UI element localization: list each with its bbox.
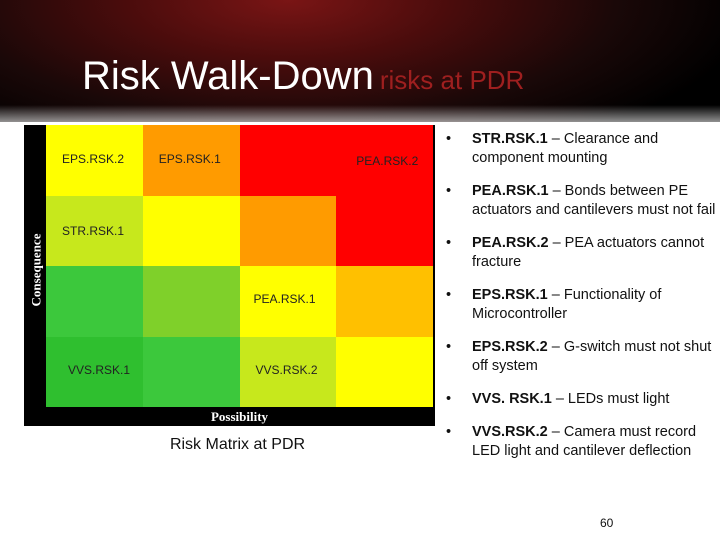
bullet-icon: • bbox=[446, 131, 452, 147]
bullet-icon: • bbox=[446, 287, 452, 303]
slide-title-sub: risks at PDR bbox=[379, 65, 525, 95]
matrix-cell bbox=[336, 195, 433, 266]
risk-label: VVS.RSK.1 bbox=[68, 362, 131, 377]
consequence-axis-label: Consequence bbox=[28, 233, 44, 307]
bullet-icon: • bbox=[446, 183, 452, 199]
matrix-cell bbox=[142, 195, 240, 266]
risk-description: – LEDs must light bbox=[555, 391, 670, 407]
risk-list-item: • PEA.RSK.1 – Bonds between PE actuators… bbox=[446, 182, 716, 220]
matrix-cell: EPS.RSK.1 bbox=[142, 125, 240, 196]
risk-id: STR.RSK.1 bbox=[472, 131, 548, 147]
bullet-icon: • bbox=[446, 424, 452, 440]
bullet-icon: • bbox=[446, 235, 452, 251]
risk-label: EPS.RSK.1 bbox=[158, 152, 221, 166]
risk-label: PEA.RSK.2 bbox=[356, 154, 419, 168]
risk-id: PEA.RSK.1 bbox=[472, 183, 549, 199]
risk-description: – Clearance and component mounting bbox=[472, 131, 659, 166]
risk-list-item: • VVS.RSK.2 – Camera must record LED lig… bbox=[446, 423, 716, 461]
risk-label: STR.RSK.1 bbox=[62, 223, 125, 238]
matrix-cell: VVS.RSK.1 bbox=[46, 336, 143, 407]
bullet-icon: • bbox=[446, 391, 452, 407]
matrix-cell: PEA.RSK.1 bbox=[239, 266, 337, 337]
matrix-cell bbox=[336, 336, 433, 407]
matrix-cell bbox=[46, 266, 143, 337]
risk-id: PEA.RSK.2 bbox=[472, 235, 549, 251]
possibility-axis-label: Possibility bbox=[210, 408, 269, 424]
matrix-cell: PEA.RSK.2 bbox=[336, 125, 433, 196]
page-number: 60 bbox=[600, 516, 614, 530]
risk-list-item: • VVS. RSK.1 – LEDs must light bbox=[446, 390, 716, 409]
risk-list-item: • EPS.RSK.1 – Functionality of Microcont… bbox=[446, 286, 716, 324]
matrix-cell bbox=[142, 266, 240, 337]
bullet-icon: • bbox=[446, 339, 452, 355]
matrix-caption: Risk Matrix at PDR bbox=[169, 436, 306, 453]
risk-label: PEA.RSK.1 bbox=[253, 292, 316, 306]
risk-description: – Bonds between PE actuators and cantile… bbox=[472, 183, 716, 218]
matrix-cell: VVS.RSK.2 bbox=[239, 336, 337, 407]
risk-description: – Functionality of Microcontroller bbox=[472, 287, 662, 322]
matrix-cell bbox=[239, 125, 337, 196]
risk-label: EPS.RSK.2 bbox=[62, 152, 125, 166]
risk-list-item: • PEA.RSK.2 – PEA actuators cannot fract… bbox=[446, 234, 716, 272]
header-background bbox=[0, 0, 720, 122]
risk-list: • STR.RSK.1 – Clearance and component mo… bbox=[446, 130, 716, 461]
risk-id: VVS. RSK.1 bbox=[472, 391, 552, 407]
risk-list-item: • EPS.RSK.2 – G-switch must not shut off… bbox=[446, 338, 716, 376]
risk-matrix-grid: EPS.RSK.2 EPS.RSK.1 PEA.RSK.2 STR.RSK.1 … bbox=[46, 125, 433, 407]
risk-description: – PEA actuators cannot fracture bbox=[472, 235, 705, 270]
slide-title-main: Risk Walk-Down bbox=[82, 54, 374, 98]
risk-description: – Camera must record LED light and canti… bbox=[472, 424, 697, 459]
risk-id: VVS.RSK.2 bbox=[472, 424, 548, 440]
risk-list-item: • STR.RSK.1 – Clearance and component mo… bbox=[446, 130, 716, 168]
matrix-cell bbox=[336, 266, 433, 337]
risk-description: – G-switch must not shut off system bbox=[472, 339, 712, 374]
risk-label: VVS.RSK.2 bbox=[255, 362, 318, 377]
risk-id: EPS.RSK.2 bbox=[472, 339, 548, 355]
slide-title: Risk Walk-Down risks at PDR bbox=[82, 54, 524, 99]
risk-id: EPS.RSK.1 bbox=[472, 287, 548, 303]
matrix-cell: EPS.RSK.2 bbox=[46, 125, 143, 196]
matrix-cell bbox=[239, 195, 337, 266]
matrix-cell: STR.RSK.1 bbox=[46, 195, 143, 266]
matrix-cell bbox=[142, 336, 240, 407]
